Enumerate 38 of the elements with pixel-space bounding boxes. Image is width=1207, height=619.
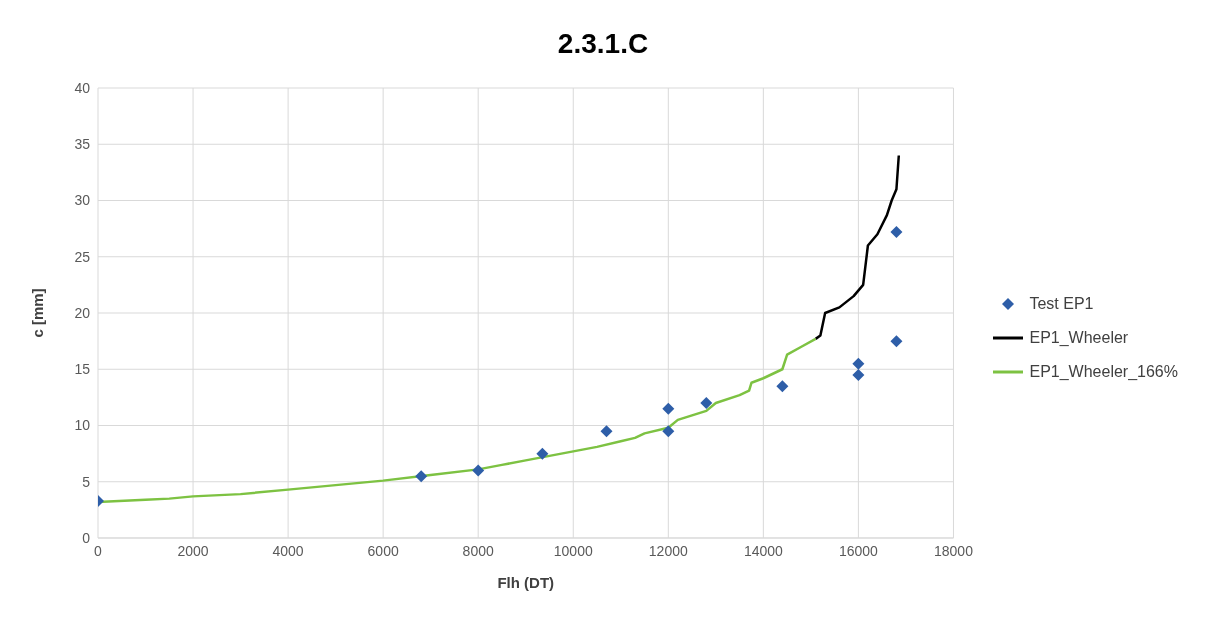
y-tick-label: 5 (82, 473, 91, 490)
y-tick-label: 10 (74, 417, 91, 434)
legend-label: EP1_Wheeler_166% (1029, 363, 1178, 381)
x-tick-label: 4000 (272, 542, 304, 559)
x-tick-label: 6000 (367, 542, 399, 559)
chart-title: 2.3.1.C (556, 27, 650, 61)
x-tick-label: 2000 (177, 542, 209, 559)
y-tick-label: 25 (74, 248, 91, 265)
x-tick-label: 8000 (462, 542, 494, 559)
y-tick-label: 30 (74, 192, 91, 209)
y-axis-title: c [mm] (29, 288, 47, 338)
point (890, 226, 903, 238)
legend-label: Test EP1 (1029, 295, 1094, 313)
x-tick-label: 10000 (553, 542, 593, 559)
y-tick-label: 0 (82, 529, 91, 546)
point (776, 380, 789, 393)
x-tick-label: 0 (94, 542, 103, 559)
point (700, 397, 713, 409)
point (662, 425, 675, 438)
point (852, 368, 865, 381)
y-tick-label: 15 (74, 361, 91, 378)
y-tick-label: 20 (74, 304, 91, 321)
x-tick-label: 16000 (838, 542, 879, 559)
point (852, 357, 865, 370)
y-tick-label: 40 (74, 79, 91, 96)
point (662, 402, 675, 415)
x-axis-title: Flh (DT) (497, 574, 555, 591)
point (600, 425, 613, 438)
line-series (814, 154, 901, 341)
point (415, 470, 428, 483)
point (536, 447, 549, 460)
legend-label: EP1_Wheeler (1029, 329, 1129, 347)
x-tick-label: 12000 (648, 542, 688, 559)
x-tick-label: 14000 (743, 542, 784, 559)
point (890, 335, 903, 348)
point (472, 464, 485, 477)
y-tick-label: 35 (74, 136, 91, 153)
x-tick-label: 18000 (933, 542, 974, 559)
